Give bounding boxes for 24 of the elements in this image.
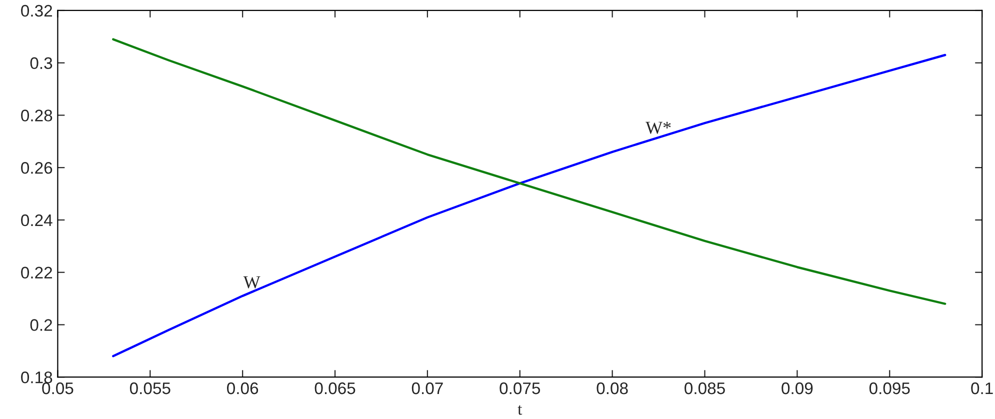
annotation: W*: [646, 122, 671, 134]
x-tick-label: 0.05: [42, 382, 74, 394]
x-tick-label: 0.055: [130, 382, 170, 394]
y-tick-label: 0.26: [21, 162, 52, 174]
x-tick-label: 0.08: [596, 382, 628, 394]
y-tick-label: 0.22: [21, 266, 52, 279]
x-tick-label: 0.095: [869, 382, 910, 394]
y-tick-label: 0.32: [21, 4, 52, 17]
y-tick-label: 0.24: [21, 214, 52, 226]
y-tick-label: 0.2: [30, 319, 52, 331]
line-series: [112, 38, 946, 305]
annotation: W: [243, 276, 260, 288]
line-series: [112, 54, 946, 358]
x-tick-label: 0.065: [314, 382, 356, 394]
x-tick-label: 0.1: [971, 382, 993, 394]
x-axis-title: t: [518, 405, 522, 415]
y-tick-label: 0.28: [21, 110, 52, 122]
x-tick-label: 0.085: [684, 382, 725, 394]
y-tick-label: 0.3: [30, 57, 52, 70]
y-tick-label: 0.18: [21, 372, 52, 384]
x-tick-label: 0.075: [500, 382, 540, 394]
x-tick-label: 0.09: [782, 382, 813, 394]
x-tick-label: 0.06: [227, 382, 258, 394]
x-tick-label: 0.07: [412, 382, 443, 394]
